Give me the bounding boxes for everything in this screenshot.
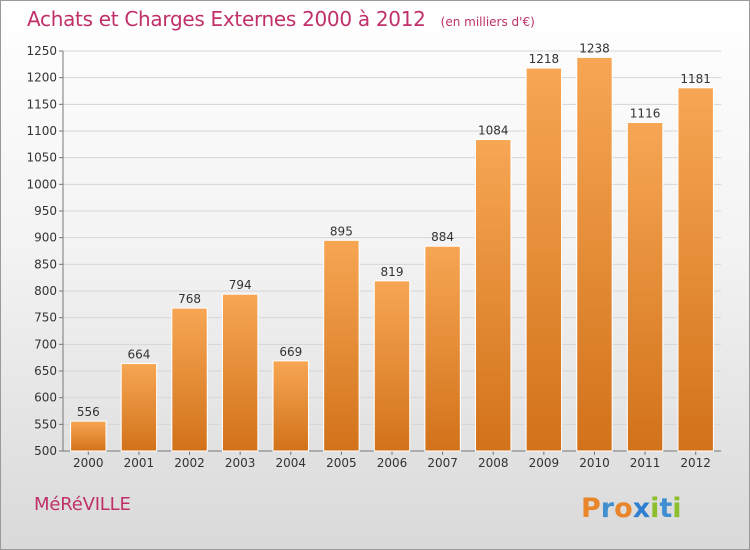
label-layer: 556 664 768 794 669 895 819 884 1084 1218 1238 1116…	[77, 41, 711, 419]
bar-value-label: 819	[381, 265, 404, 279]
bar	[626, 121, 664, 452]
y-tick-label: 1000	[26, 177, 57, 191]
proxiti-logo-graphic: Proxiti	[581, 493, 682, 524]
bar-value-label: 895	[330, 224, 353, 238]
bar-value-label: 1238	[579, 41, 610, 55]
x-tick-label: 2007	[427, 456, 458, 470]
bar	[120, 363, 158, 452]
title-row: Achats et Charges Externes 2000 à 2012 (…	[27, 7, 535, 31]
x-tick-label: 2006	[377, 456, 408, 470]
x-tick-label: 2012	[680, 456, 711, 470]
x-tick-label: 2011	[630, 456, 661, 470]
bar-value-label: 1116	[630, 106, 661, 120]
x-tick-label: 2000	[73, 456, 104, 470]
chart-title: Achats et Charges Externes 2000 à 2012	[27, 7, 426, 31]
bar	[221, 293, 259, 452]
proxiti-logo: Proxiti	[581, 488, 701, 532]
bar	[373, 280, 411, 452]
y-tick-label: 1150	[26, 97, 57, 111]
x-tick-label: 2010	[579, 456, 610, 470]
bar	[525, 67, 563, 452]
y-tick-label: 600	[34, 391, 57, 405]
bar-value-label: 669	[279, 345, 302, 359]
bar-value-label: 884	[431, 230, 454, 244]
y-tick-label: 900	[34, 231, 57, 245]
y-tick-label: 1050	[26, 151, 57, 165]
bar	[323, 239, 360, 452]
x-tick-label: 2001	[124, 456, 155, 470]
x-tick-label: 2005	[326, 456, 357, 470]
bar-value-label: 794	[229, 278, 252, 292]
y-tick-label: 950	[34, 204, 57, 218]
bar-value-label: 556	[77, 405, 100, 419]
bar	[424, 245, 461, 452]
bar	[475, 139, 512, 452]
y-tick-label: 1100	[26, 124, 57, 138]
x-tick-label: 2008	[478, 456, 509, 470]
y-tick-label: 800	[34, 284, 57, 298]
y-tick-label: 700	[34, 337, 57, 351]
x-tick-label: 2004	[275, 456, 306, 470]
svg-text:Proxiti: Proxiti	[581, 493, 682, 524]
bar-value-label: 1218	[529, 52, 560, 66]
axis-layer: 500 550 600 650 700 750 800 850 900 950 1000 1050 11…	[26, 44, 721, 470]
bar	[171, 307, 208, 452]
y-tick-label: 750	[34, 311, 57, 325]
bar	[677, 87, 714, 452]
commune-name: MéRéVILLE	[34, 494, 131, 515]
x-tick-label: 2002	[174, 456, 205, 470]
bar	[272, 360, 309, 452]
x-tick-label: 2003	[225, 456, 256, 470]
y-tick-label: 1200	[26, 71, 57, 85]
y-tick-label: 550	[34, 417, 57, 431]
chart-subtitle: (en milliers d'€)	[440, 15, 535, 29]
y-tick-label: 650	[34, 364, 57, 378]
bar-value-label: 768	[178, 292, 201, 306]
bar	[576, 56, 613, 452]
x-tick-label: 2009	[529, 456, 560, 470]
bar-value-label: 664	[127, 348, 150, 362]
bar-value-label: 1181	[680, 72, 711, 86]
bar-value-label: 1084	[478, 124, 509, 138]
y-tick-label: 1250	[26, 44, 57, 58]
bar-layer	[70, 56, 714, 452]
y-tick-label: 500	[34, 444, 57, 458]
y-tick-label: 850	[34, 257, 57, 271]
bar	[70, 420, 107, 452]
